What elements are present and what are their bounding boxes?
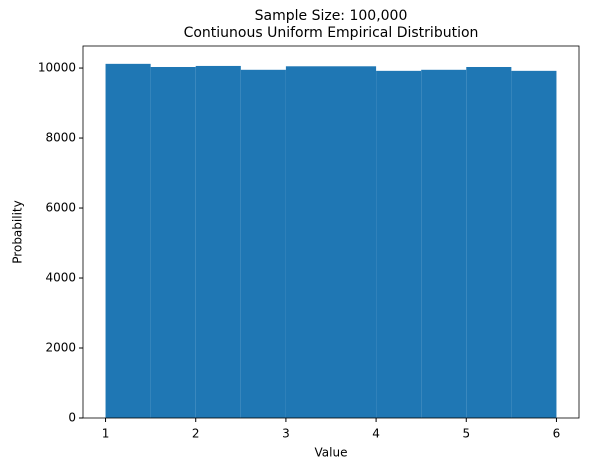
- y-tick-label: 6000: [45, 201, 76, 215]
- bar: [331, 66, 377, 418]
- x-tick-label: 6: [553, 427, 561, 441]
- bar: [285, 66, 331, 418]
- x-tick-label: 3: [282, 427, 290, 441]
- x-tick-label: 5: [462, 427, 470, 441]
- plot-frame: [82, 45, 580, 419]
- bar: [150, 66, 196, 418]
- chart-subtitle: Contiunous Uniform Empirical Distributio…: [184, 25, 479, 41]
- bar: [511, 70, 557, 419]
- y-tick-label: 4000: [45, 271, 76, 285]
- bar: [240, 69, 286, 418]
- chart-title: Sample Size: 100,000: [255, 8, 408, 24]
- y-tick-label: 2000: [45, 341, 76, 355]
- x-tick-label: 4: [372, 427, 380, 441]
- y-tick-label: 10000: [38, 61, 76, 75]
- x-axis-label: Value: [315, 446, 348, 460]
- y-tick-label: 0: [68, 411, 76, 425]
- bar: [466, 66, 512, 418]
- y-axis-label: Probability: [11, 200, 25, 263]
- x-tick-label: 2: [192, 427, 200, 441]
- bar: [421, 69, 467, 418]
- bar: [195, 65, 241, 418]
- x-tick-label: 1: [102, 427, 110, 441]
- bar: [376, 70, 422, 419]
- y-tick-label: 8000: [45, 131, 76, 145]
- bar: [105, 63, 151, 419]
